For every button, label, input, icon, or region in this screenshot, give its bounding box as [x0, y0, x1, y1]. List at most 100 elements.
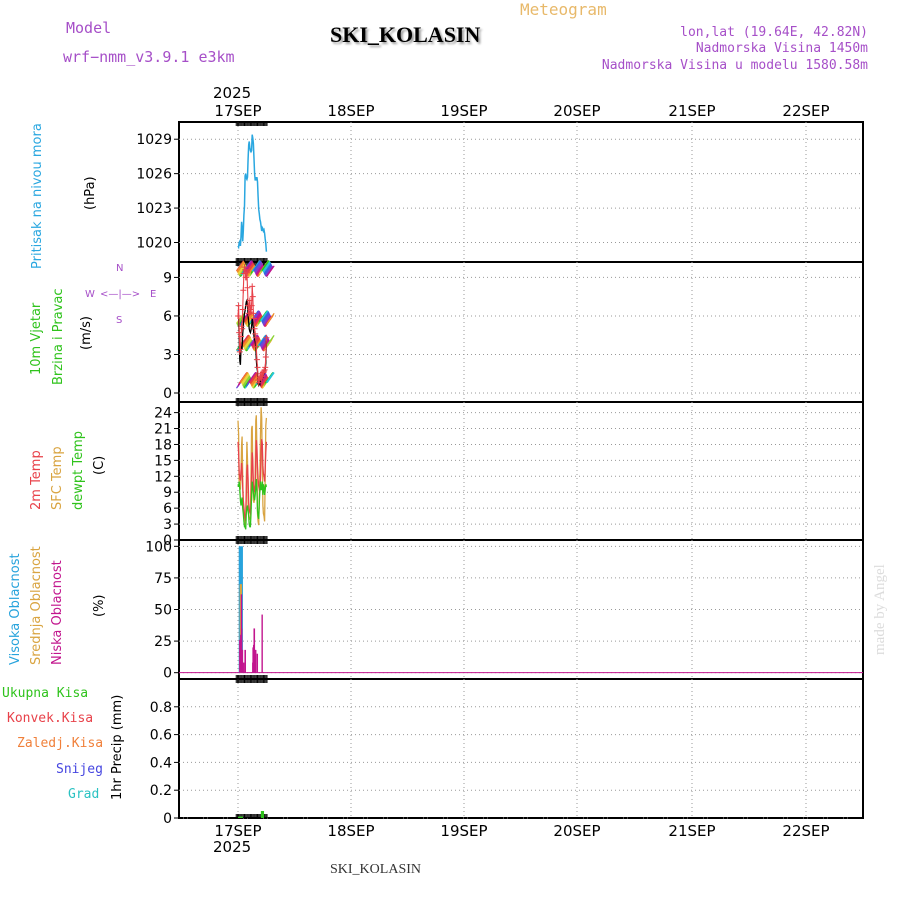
compass-south: S [116, 315, 123, 326]
y-tick-label: 18 [154, 437, 172, 453]
wind-gust-marker [252, 330, 259, 337]
precip-bar [237, 816, 241, 818]
wind-barb [266, 372, 275, 384]
wind-gust-marker [260, 369, 267, 376]
x-day-label-bottom: 18SEP [327, 822, 374, 840]
x-day-label-bottom: 17SEP [214, 822, 261, 840]
y-tick-label: 100 [145, 539, 172, 555]
legend-total-rain: Ukupna Kisa [2, 686, 89, 701]
wind-gust-marker [247, 306, 254, 313]
wind-gust-marker [251, 325, 258, 332]
y-tick-label: 1023 [136, 201, 172, 217]
footer-station: SKI_KOLASIN [330, 862, 421, 877]
wind-gust-marker [253, 356, 260, 363]
y-tick-label: 0 [163, 533, 172, 549]
pressure-line [237, 134, 268, 252]
wind-gust-marker [238, 323, 245, 330]
wind-gust-marker [263, 334, 270, 341]
x-day-label-top: 20SEP [553, 102, 600, 120]
panel-frame-1 [178, 261, 864, 403]
x-day-label-top: 21SEP [668, 102, 715, 120]
wind-gust-marker [258, 375, 265, 382]
compass-east: E [150, 289, 157, 300]
wind-gust-marker [244, 284, 251, 291]
wind-gust-marker [241, 264, 248, 271]
y-tick-label: 15 [154, 453, 172, 469]
wind-barb [266, 312, 275, 324]
y-tick-label: 9 [163, 485, 172, 501]
precip-bar [239, 816, 243, 818]
wind-gust-marker [262, 364, 269, 371]
x-day-label-bottom: 21SEP [668, 822, 715, 840]
wind-barb [266, 335, 275, 346]
precip-bar [261, 811, 265, 818]
x-day-label-top: 19SEP [440, 102, 487, 120]
model-label: Model [66, 19, 112, 37]
wind-gust-marker [249, 283, 256, 290]
wind-gust-marker [236, 348, 243, 355]
legend-hail: Grad [68, 787, 100, 802]
wind-gust-marker [236, 329, 243, 336]
x-day-label-top: 18SEP [327, 102, 374, 120]
wind-gust-marker [243, 269, 250, 276]
year-top: 2025 [213, 84, 252, 102]
model-altitude: Nadmorska Visina u modelu 1580.58m [601, 58, 868, 73]
wind-gust-marker [235, 312, 241, 319]
wind-gust-marker [261, 366, 268, 373]
panel-frame-4 [178, 678, 864, 819]
y-tick-label: 1029 [136, 132, 172, 148]
panel-frame-2 [178, 401, 864, 541]
wind-gust-marker [249, 293, 256, 300]
x-day-label-top: 22SEP [782, 102, 829, 120]
y-tick-label: 6 [163, 501, 172, 517]
model-value: wrf−nmm_v3.9.1 e3km [63, 48, 235, 66]
y-tick-label: 21 [154, 422, 172, 438]
y-tick-label: 0.8 [150, 700, 172, 716]
wind-gust-marker [252, 334, 259, 341]
y-tick-label: 0 [163, 386, 172, 402]
wind-gust-marker [240, 270, 247, 277]
x-day-label-bottom: 19SEP [440, 822, 487, 840]
x-day-label-bottom: 22SEP [782, 822, 829, 840]
compass-north: N [116, 263, 124, 274]
wind-gust-marker [262, 354, 269, 361]
wind-gust-marker [248, 302, 255, 309]
y-tick-label: 0.6 [150, 728, 172, 744]
y-tick-label: 6 [163, 309, 172, 325]
wind-gust-marker [261, 368, 268, 375]
wind-gust-marker [237, 346, 244, 353]
year-bottom: 2025 [213, 838, 252, 856]
y-tick-label: 25 [154, 634, 172, 650]
wind-barb [266, 265, 275, 277]
y-tick-label: 0 [163, 811, 172, 827]
legend-snow: Snijeg [56, 762, 103, 777]
temp-2m-line [237, 439, 268, 522]
x-day-label-bottom: 20SEP [553, 822, 600, 840]
legend-conv-rain: Konvek.Kisa [7, 711, 94, 726]
altitude: Nadmorska Visina 1450m [695, 41, 868, 56]
wind-gust-marker [246, 297, 253, 304]
y-tick-label: 75 [154, 571, 172, 587]
legend-freezing-rain: Zaledj.Kisa [17, 736, 104, 751]
y-tick-label: 0 [163, 666, 172, 682]
y-tick-label: 1026 [136, 167, 172, 183]
compass-axis: <—|—> [100, 289, 141, 300]
wind-gust-marker [255, 379, 262, 386]
station-title: SKI_KOLASIN [330, 22, 481, 47]
wind-gust-marker [235, 302, 242, 309]
lonlat: lon,lat (19.64E, 42.82N) [680, 25, 868, 40]
compass-west: W [85, 289, 95, 300]
y-tick-label: 0.2 [150, 783, 172, 799]
wind-gust-marker [237, 333, 244, 340]
x-day-label-top: 17SEP [214, 102, 261, 120]
y-tick-label: 0.4 [150, 755, 172, 771]
y-tick-label: 3 [163, 517, 172, 533]
y-tick-label: 3 [163, 347, 172, 363]
y-tick-label: 24 [154, 406, 172, 422]
y-tick-label: 50 [154, 603, 172, 619]
y-tick-label: 12 [154, 469, 172, 485]
y-tick-label: 9 [163, 270, 172, 286]
meteogram-label: Meteogram [520, 0, 607, 19]
wind-gust-marker [239, 306, 246, 313]
